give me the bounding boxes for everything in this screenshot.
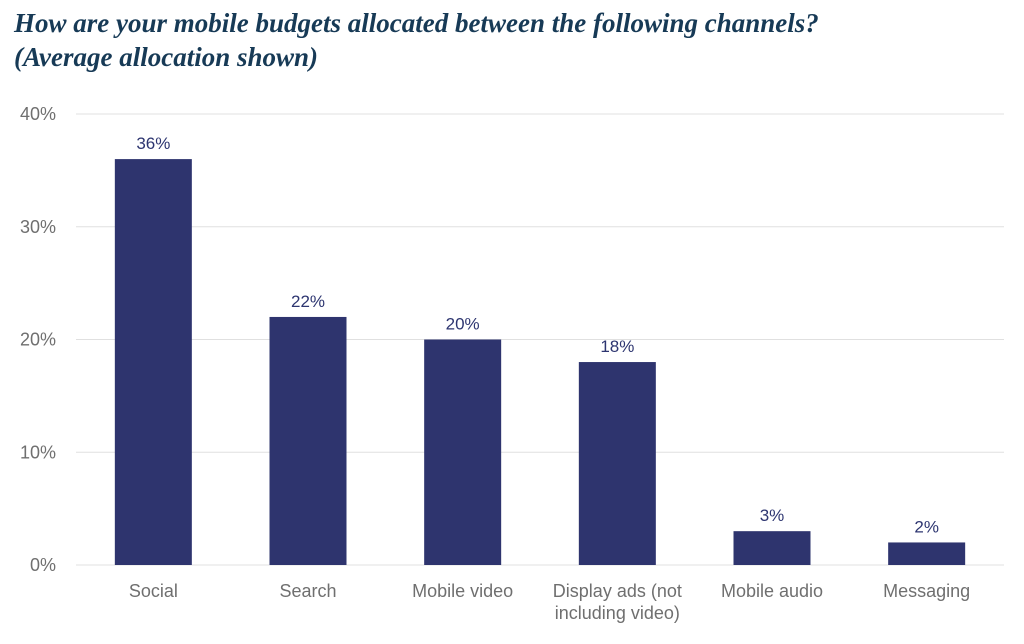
category-label-3-line-1: including video) bbox=[555, 603, 680, 623]
category-label-2: Mobile video bbox=[412, 581, 513, 601]
bar-4 bbox=[733, 531, 811, 565]
data-label-0: 36% bbox=[136, 134, 170, 153]
bar-1 bbox=[269, 316, 347, 565]
category-label-5: Messaging bbox=[883, 581, 970, 601]
y-tick-label-10: 10% bbox=[20, 442, 56, 462]
chart-title: How are your mobile budgets allocated be… bbox=[14, 6, 1004, 74]
data-label-1: 22% bbox=[291, 292, 325, 311]
data-label-2: 20% bbox=[446, 315, 480, 334]
chart-title-line-1: How are your mobile budgets allocated be… bbox=[14, 8, 819, 38]
x-axis-categories: Social Search Mobile video Display ads (not… bbox=[129, 581, 970, 623]
chart-title-line-2: (Average allocation shown) bbox=[14, 42, 319, 72]
y-tick-label-40: 40% bbox=[20, 104, 56, 124]
y-tick-label-20: 20% bbox=[20, 330, 56, 350]
gridlines bbox=[76, 113, 1004, 566]
y-tick-label-0: 0% bbox=[30, 555, 56, 575]
y-tick-label-30: 30% bbox=[20, 217, 56, 237]
bar-0 bbox=[114, 159, 192, 565]
category-label-4: Mobile audio bbox=[721, 581, 823, 601]
bar-2 bbox=[424, 339, 502, 565]
data-label-5: 2% bbox=[914, 517, 939, 536]
bar-3 bbox=[578, 362, 656, 565]
y-axis-ticks: 0% 10% 20% 30% 40% bbox=[20, 104, 56, 575]
category-label-0: Social bbox=[129, 581, 178, 601]
bar-5 bbox=[888, 542, 966, 565]
data-label-3: 18% bbox=[600, 337, 634, 356]
data-label-4: 3% bbox=[760, 506, 785, 525]
category-label-1: Search bbox=[279, 581, 336, 601]
data-labels: 36% 22% 20% 18% 3% 2% bbox=[136, 134, 939, 536]
category-label-3-line-0: Display ads (not bbox=[553, 581, 682, 601]
bars bbox=[114, 159, 966, 565]
